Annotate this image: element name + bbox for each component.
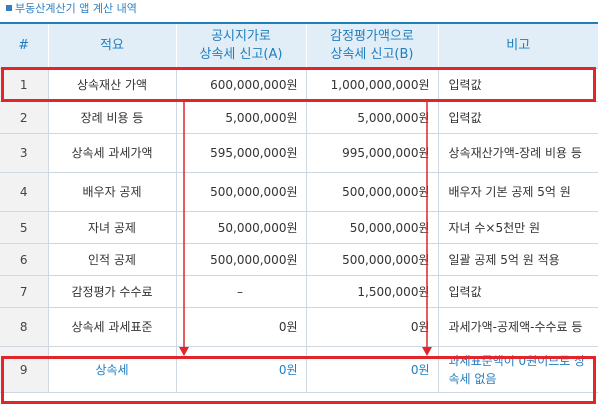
row-value-a: 0원	[175, 307, 306, 347]
row-number: 3	[0, 133, 48, 173]
section-title: 부동산계산기 앱 계산 내역	[6, 0, 137, 16]
row-label: 상속세 과세표준	[47, 307, 176, 347]
row-number: 2	[0, 101, 48, 134]
row-value-b: 5,000,000원	[305, 101, 438, 134]
row-value-b: 0원	[305, 307, 438, 347]
row-note: 과세가액-공제액-수수료 등	[437, 307, 598, 347]
row-value-a: 595,000,000원	[175, 133, 306, 173]
row-value-b: 500,000,000원	[305, 172, 438, 212]
section-title-text: 부동산계산기 앱 계산 내역	[15, 2, 137, 15]
row-number: 8	[0, 307, 48, 347]
row-number: 5	[0, 211, 48, 244]
row-value-a: 0원	[175, 346, 306, 393]
row-label: 상속세 과세가액	[47, 133, 176, 173]
header-number: #	[0, 22, 48, 69]
row-note: 입력값	[437, 68, 598, 102]
row-label: 상속재산 가액	[47, 68, 176, 102]
row-number: 1	[0, 68, 48, 102]
table-row: 5 자녀 공제 50,000,000원 50,000,000원 자녀 수×5천만…	[0, 211, 598, 244]
header-method-a: 공시지가로 상속세 신고(A)	[175, 22, 306, 69]
row-label: 장례 비용 등	[47, 101, 176, 134]
row-value-a: 50,000,000원	[175, 211, 306, 244]
row-number: 6	[0, 243, 48, 276]
row-note: 일괄 공제 5억 원 적용	[437, 243, 598, 276]
arrow-down-icon	[179, 101, 189, 356]
bullet-square-icon	[6, 5, 12, 11]
row-note: 입력값	[437, 275, 598, 308]
table-row: 8 상속세 과세표준 0원 0원 과세가액-공제액-수수료 등	[0, 307, 598, 347]
row-value-b: 1,500,000원	[305, 275, 438, 308]
row-note: 자녀 수×5천만 원	[437, 211, 598, 244]
row-label: 자녀 공제	[47, 211, 176, 244]
header-method-b: 감정평가액으로 상속세 신고(B)	[305, 22, 438, 69]
table-row: 3 상속세 과세가액 595,000,000원 995,000,000원 상속재…	[0, 133, 598, 173]
table-row: 4 배우자 공제 500,000,000원 500,000,000원 배우자 기…	[0, 172, 598, 212]
row-label: 감정평가 수수료	[47, 275, 176, 308]
row-value-b: 1,000,000,000원	[305, 68, 438, 102]
table-row: 2 장례 비용 등 5,000,000원 5,000,000원 입력값	[0, 101, 598, 134]
header-item: 적요	[47, 22, 176, 69]
row-value-b: 50,000,000원	[305, 211, 438, 244]
table-row: 6 인적 공제 500,000,000원 500,000,000원 일괄 공제 …	[0, 243, 598, 276]
row-value-b: 995,000,000원	[305, 133, 438, 173]
row-label: 인적 공제	[47, 243, 176, 276]
row-value-a: 5,000,000원	[175, 101, 306, 134]
table-row: 1 상속재산 가액 600,000,000원 1,000,000,000원 입력…	[0, 68, 598, 102]
row-note: 배우자 기본 공제 5억 원	[437, 172, 598, 212]
row-value-a: 500,000,000원	[175, 172, 306, 212]
row-number: 9	[0, 346, 48, 393]
arrow-down-icon	[422, 101, 432, 356]
row-value-a: 500,000,000원	[175, 243, 306, 276]
table-row: 9 상속세 0원 0원 과세표준액이 0원이므로 상속세 없음	[0, 346, 598, 393]
row-label: 상속세	[47, 346, 176, 393]
row-note: 과세표준액이 0원이므로 상속세 없음	[437, 346, 598, 393]
row-note: 입력값	[437, 101, 598, 134]
row-number: 7	[0, 275, 48, 308]
row-label: 배우자 공제	[47, 172, 176, 212]
calculation-table: # 적요 공시지가로 상속세 신고(A) 감정평가액으로 상속세 신고(B) 비…	[0, 22, 598, 393]
header-remarks: 비고	[437, 22, 598, 69]
row-value-b: 500,000,000원	[305, 243, 438, 276]
table-header-row: # 적요 공시지가로 상속세 신고(A) 감정평가액으로 상속세 신고(B) 비…	[0, 22, 598, 69]
table-row: 7 감정평가 수수료 – 1,500,000원 입력값	[0, 275, 598, 308]
row-value-a: 600,000,000원	[175, 68, 306, 102]
row-number: 4	[0, 172, 48, 212]
row-note: 상속재산가액-장례 비용 등	[437, 133, 598, 173]
row-value-a: –	[175, 275, 306, 308]
row-value-b: 0원	[305, 346, 438, 393]
